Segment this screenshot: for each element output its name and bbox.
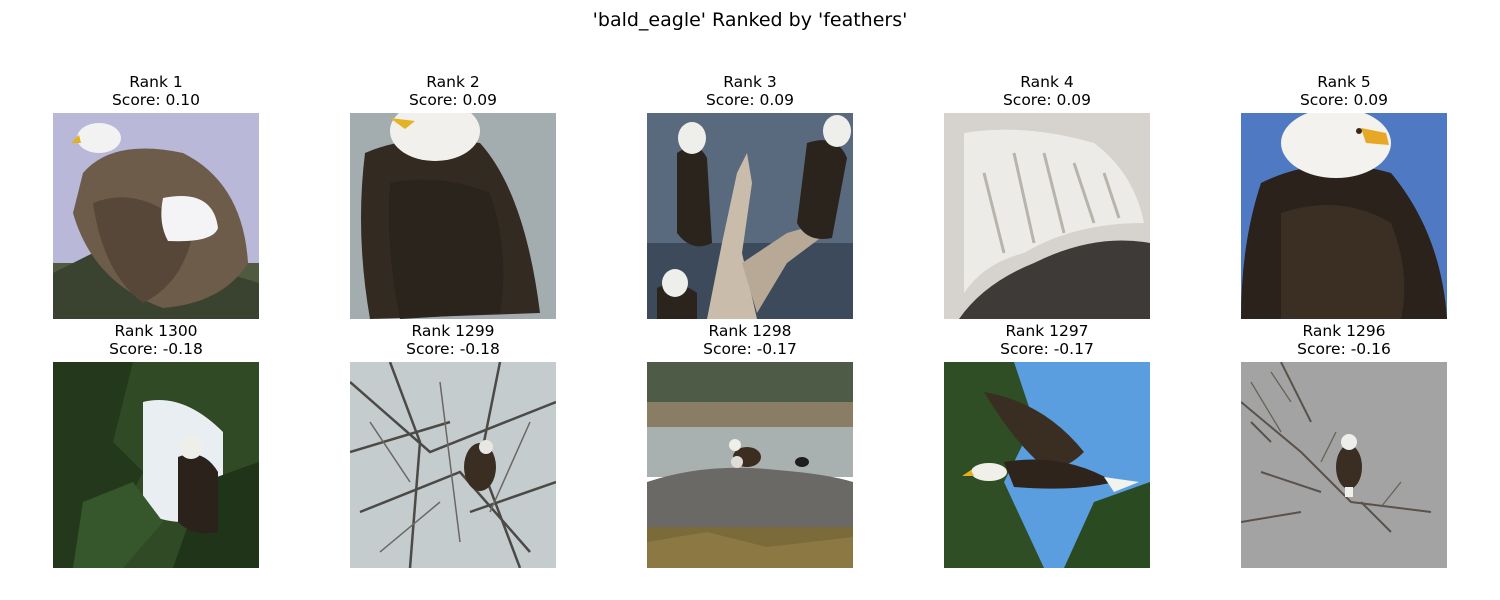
eagle-on-branch-grey-sky-image [1241,362,1447,568]
panel-rank-5: Rank 5 Score: 0.09 [1241,73,1447,319]
panel-score-label: Score: -0.17 [1000,340,1094,358]
panel-rank-label: Rank 5 [1317,73,1371,91]
panel-rank-2: Rank 2 Score: 0.09 [350,73,556,319]
panel-rank-1296: Rank 1296 Score: -0.16 [1241,322,1447,568]
panel-rank-1: Rank 1 Score: 0.10 [53,73,259,319]
panel-rank-label: Rank 4 [1020,73,1074,91]
eagle-wings-spread-image [53,113,259,319]
panel-score-label: Score: -0.18 [406,340,500,358]
panel-rank-1297: Rank 1297 Score: -0.17 [944,322,1150,568]
panel-score-label: Score: -0.16 [1297,340,1391,358]
panel-rank-label: Rank 1299 [411,322,495,340]
panel-rank-label: Rank 2 [426,73,480,91]
panel-score-label: Score: 0.10 [111,91,201,109]
eagle-on-rock-image [647,362,853,568]
panel-score-label: Score: 0.09 [1002,91,1092,109]
panel-rank-label: Rank 1300 [114,322,198,340]
eagle-in-flight-image [944,362,1150,568]
panel-score-label: Score: 0.09 [1299,91,1389,109]
panel-score-label: Score: -0.18 [109,340,203,358]
panel-rank-1300: Rank 1300 Score: -0.18 [53,322,259,568]
eagle-portrait-blue-sky-image [1241,113,1447,319]
panel-rank-4: Rank 4 Score: 0.09 [944,73,1150,319]
panel-rank-3: Rank 3 Score: 0.09 [647,73,853,319]
figure-title: 'bald_eagle' Ranked by 'feathers' [592,9,908,31]
panel-score-label: Score: -0.17 [703,340,797,358]
panel-rank-label: Rank 1298 [708,322,792,340]
eagle-in-evergreen-image [53,362,259,568]
panel-score-label: Score: 0.09 [408,91,498,109]
eagle-back-closeup-image [350,113,556,319]
panel-rank-label: Rank 3 [723,73,777,91]
panel-rank-1298: Rank 1298 Score: -0.17 [647,322,853,568]
panel-rank-label: Rank 1297 [1005,322,1089,340]
panel-rank-label: Rank 1296 [1302,322,1386,340]
three-eagles-driftwood-image [647,113,853,319]
panel-score-label: Score: 0.09 [705,91,795,109]
eagle-in-bare-branches-image [350,362,556,568]
white-feathers-closeup-image [944,113,1150,319]
panel-rank-label: Rank 1 [129,73,183,91]
panel-rank-1299: Rank 1299 Score: -0.18 [350,322,556,568]
